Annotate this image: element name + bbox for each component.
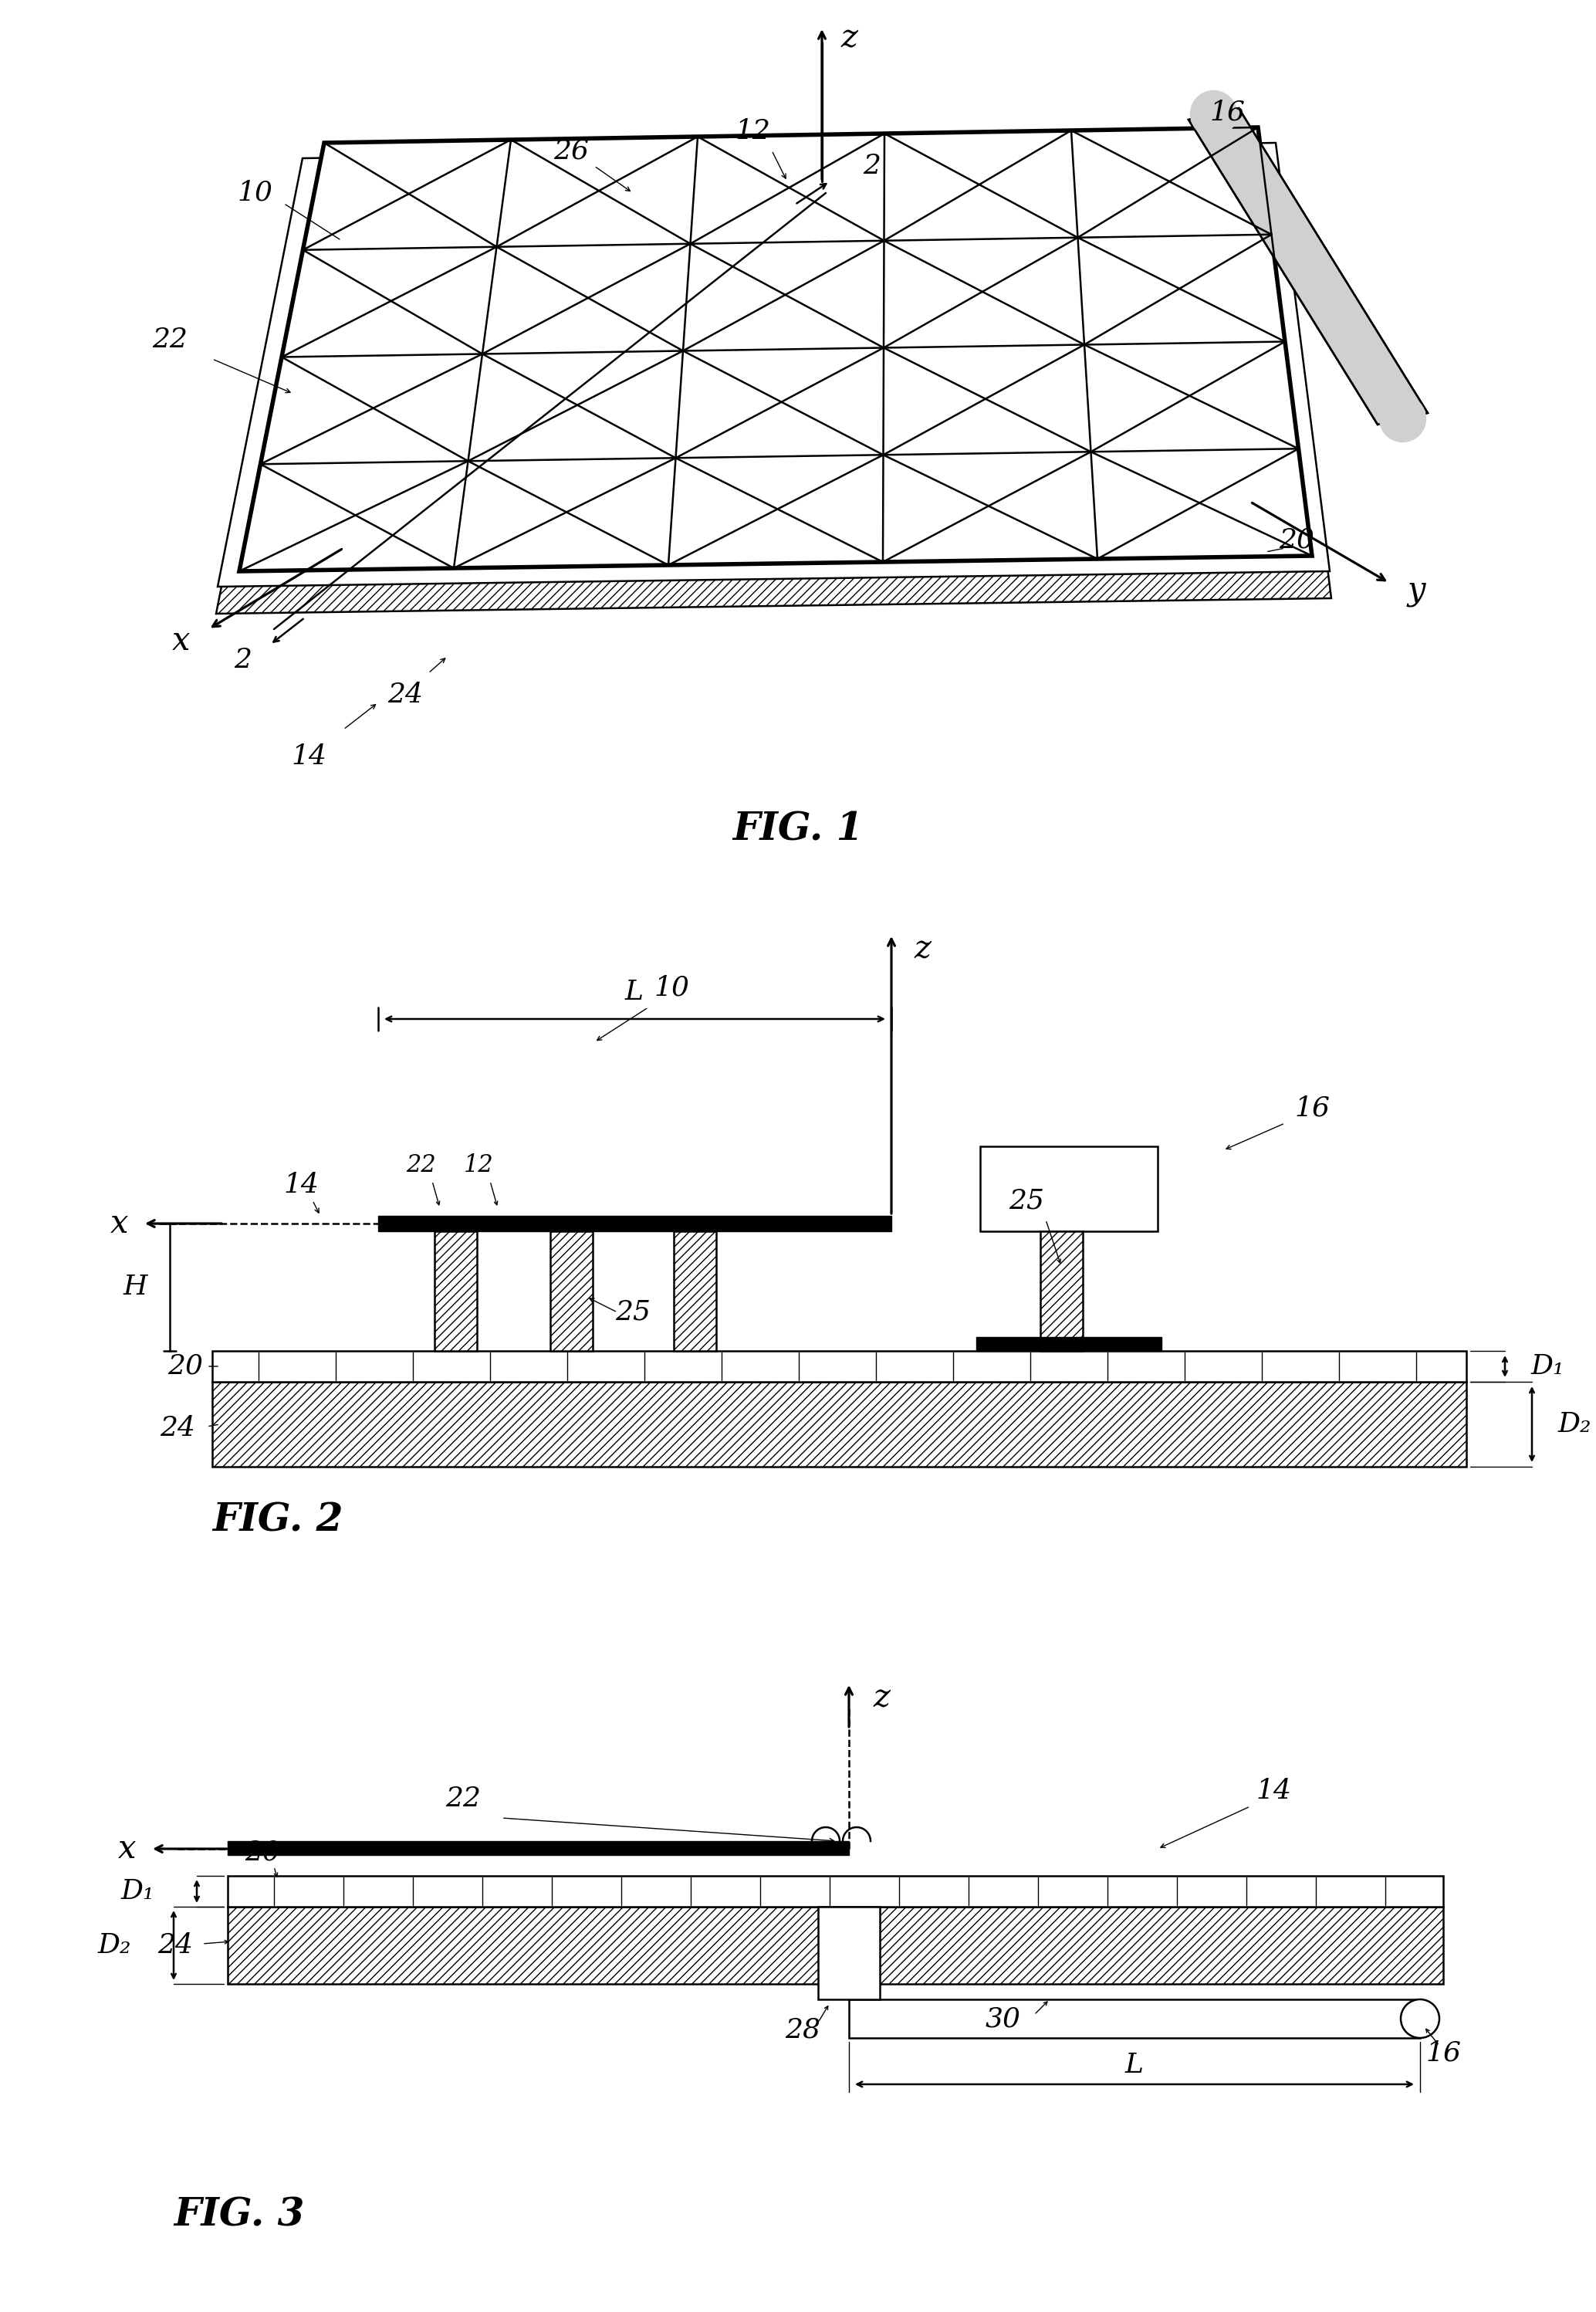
Polygon shape <box>1071 127 1272 238</box>
Text: 22: 22 <box>405 1154 436 1177</box>
Text: 12: 12 <box>734 118 771 143</box>
Polygon shape <box>883 451 1098 562</box>
Text: 2: 2 <box>235 647 252 673</box>
Bar <box>1041 1232 1082 1350</box>
Polygon shape <box>884 238 1084 347</box>
Text: 22: 22 <box>152 326 188 354</box>
Polygon shape <box>1092 449 1312 560</box>
Text: D₂: D₂ <box>97 1933 131 1958</box>
Polygon shape <box>239 460 468 571</box>
Bar <box>819 1907 879 2000</box>
Bar <box>849 2000 1420 2037</box>
Text: FIG. 1: FIG. 1 <box>733 812 863 849</box>
Text: 26: 26 <box>554 136 589 164</box>
Text: x: x <box>110 1207 129 1239</box>
Bar <box>212 1383 1467 1466</box>
Polygon shape <box>496 136 697 247</box>
Bar <box>674 1232 717 1350</box>
Polygon shape <box>1077 234 1285 344</box>
Text: D₁: D₁ <box>1531 1353 1564 1380</box>
Text: 20: 20 <box>1278 527 1315 553</box>
Text: 16: 16 <box>1425 2039 1460 2067</box>
Polygon shape <box>260 354 482 465</box>
Text: 10: 10 <box>236 180 273 206</box>
Text: 30: 30 <box>986 2005 1021 2032</box>
Text: 14: 14 <box>1256 1778 1291 1803</box>
Text: 24: 24 <box>158 1933 193 1958</box>
Text: 14: 14 <box>290 744 327 770</box>
Text: y: y <box>1408 573 1425 606</box>
Polygon shape <box>217 143 1329 587</box>
Bar <box>228 1875 1443 1907</box>
Text: z: z <box>873 1683 891 1716</box>
Text: 2: 2 <box>863 153 881 178</box>
Text: D₁: D₁ <box>121 1877 155 1905</box>
Text: 20: 20 <box>244 1840 281 1866</box>
Circle shape <box>1401 2000 1440 2037</box>
Bar <box>228 1840 849 1854</box>
Text: z: z <box>915 934 930 966</box>
Text: 12: 12 <box>463 1154 493 1177</box>
Circle shape <box>1379 395 1425 442</box>
Polygon shape <box>468 351 683 460</box>
Polygon shape <box>1189 109 1428 425</box>
Bar <box>977 1336 1162 1350</box>
Polygon shape <box>883 344 1092 455</box>
Bar <box>980 1147 1157 1232</box>
Text: 10: 10 <box>654 976 689 1001</box>
Polygon shape <box>281 247 496 356</box>
Polygon shape <box>683 240 884 351</box>
Text: 14: 14 <box>282 1172 319 1198</box>
Text: x: x <box>172 624 190 657</box>
Polygon shape <box>303 139 511 250</box>
Text: 16: 16 <box>1210 99 1245 125</box>
Text: 25: 25 <box>614 1299 651 1325</box>
Text: FIG. 3: FIG. 3 <box>174 2196 305 2233</box>
Bar <box>228 1907 1443 1984</box>
Text: D₂: D₂ <box>1558 1410 1591 1438</box>
Text: 24: 24 <box>160 1415 195 1440</box>
Text: 16: 16 <box>1294 1094 1329 1121</box>
Polygon shape <box>691 134 884 243</box>
Text: 22: 22 <box>445 1785 480 1813</box>
Polygon shape <box>215 169 1331 613</box>
Bar <box>378 1216 892 1232</box>
Text: z: z <box>841 23 857 55</box>
Polygon shape <box>453 458 675 569</box>
Polygon shape <box>482 243 691 354</box>
Text: x: x <box>118 1833 136 1866</box>
Text: 25: 25 <box>1009 1188 1044 1214</box>
Bar <box>212 1350 1467 1383</box>
Text: L: L <box>1125 2051 1144 2078</box>
Polygon shape <box>1084 342 1299 451</box>
Polygon shape <box>669 455 883 564</box>
Text: FIG. 2: FIG. 2 <box>212 1503 343 1540</box>
Text: 24: 24 <box>388 682 423 707</box>
Text: 20: 20 <box>168 1353 203 1380</box>
Polygon shape <box>884 129 1077 240</box>
Text: 28: 28 <box>785 2016 820 2044</box>
Polygon shape <box>675 347 884 458</box>
Text: L: L <box>626 978 643 1006</box>
Bar <box>551 1232 592 1350</box>
Bar <box>434 1232 477 1350</box>
Circle shape <box>1191 90 1237 136</box>
Text: H: H <box>123 1274 147 1299</box>
